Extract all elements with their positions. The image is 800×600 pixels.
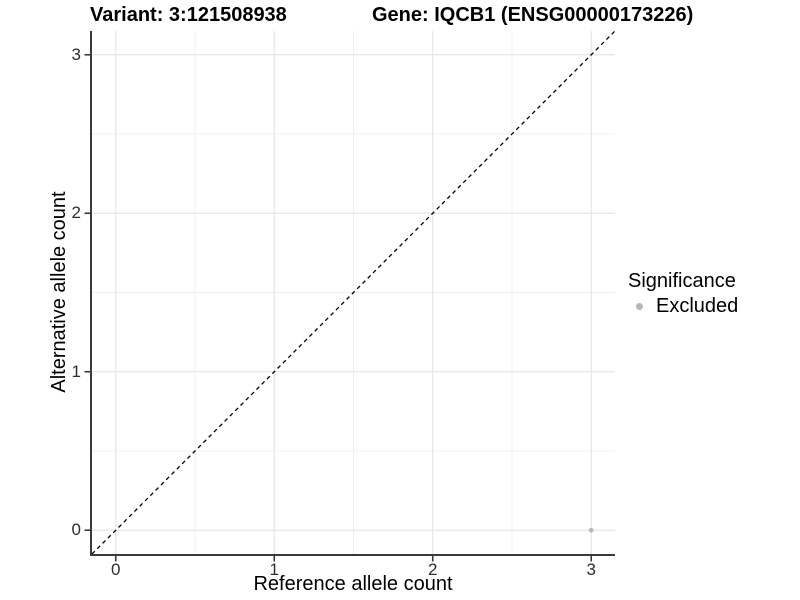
x-tick-label: 2 <box>428 560 438 579</box>
axis-tick-marks <box>84 53 593 562</box>
excluded-dot-icon <box>635 302 643 310</box>
data-point <box>588 527 594 533</box>
legend: Significance Excluded <box>628 269 738 318</box>
y-tick-label: 2 <box>71 203 81 223</box>
major-gridlines <box>92 31 615 554</box>
y-tick-label: 1 <box>71 361 81 381</box>
x-axis-title: Reference allele count <box>253 573 453 595</box>
legend-item-excluded: Excluded <box>628 294 738 318</box>
y-tick-label: 0 <box>71 520 81 540</box>
axis-lines <box>90 31 615 556</box>
variant-title: Variant: 3:121508938 <box>90 4 287 26</box>
data-points <box>588 527 594 533</box>
y-tick-label: 3 <box>71 44 81 64</box>
identity-line <box>91 30 616 555</box>
x-tick-label: 0 <box>111 560 121 579</box>
gene-title: Gene: IQCB1 (ENSG00000173226) <box>372 4 694 26</box>
legend-item-label: Excluded <box>656 294 739 317</box>
x-tick-label: 1 <box>269 560 279 579</box>
x-tick-label: 3 <box>586 560 596 579</box>
legend-title: Significance <box>628 270 736 292</box>
legend-key <box>628 302 650 310</box>
identity-dashed-line <box>91 30 616 555</box>
